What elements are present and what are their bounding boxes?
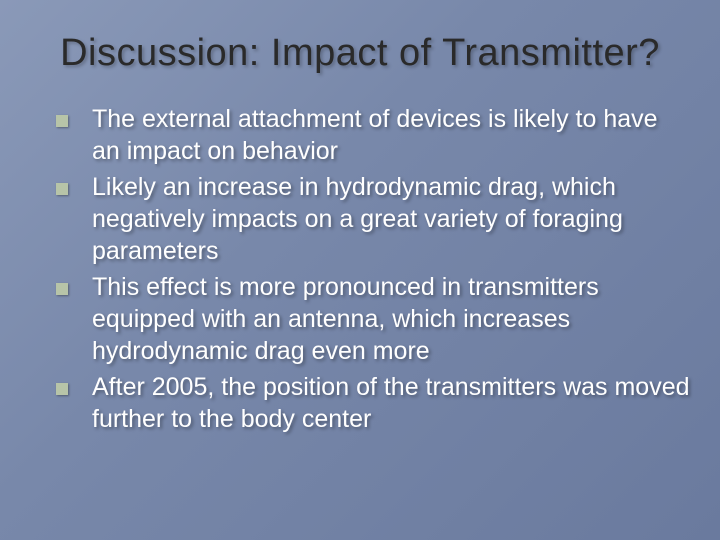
list-item: Likely an increase in hydrodynamic drag,… bbox=[56, 171, 690, 267]
bullet-list: The external attachment of devices is li… bbox=[0, 103, 720, 435]
bullet-square-icon bbox=[56, 383, 68, 395]
bullet-square-icon bbox=[56, 115, 68, 127]
slide-title: Discussion: Impact of Transmitter? bbox=[0, 0, 720, 103]
bullet-text: After 2005, the position of the transmit… bbox=[92, 371, 690, 435]
list-item: After 2005, the position of the transmit… bbox=[56, 371, 690, 435]
list-item: This effect is more pronounced in transm… bbox=[56, 271, 690, 367]
bullet-text: Likely an increase in hydrodynamic drag,… bbox=[92, 171, 690, 267]
bullet-text: This effect is more pronounced in transm… bbox=[92, 271, 690, 367]
bullet-square-icon bbox=[56, 183, 68, 195]
slide: Discussion: Impact of Transmitter? The e… bbox=[0, 0, 720, 540]
bullet-square-icon bbox=[56, 283, 68, 295]
list-item: The external attachment of devices is li… bbox=[56, 103, 690, 167]
bullet-text: The external attachment of devices is li… bbox=[92, 103, 690, 167]
